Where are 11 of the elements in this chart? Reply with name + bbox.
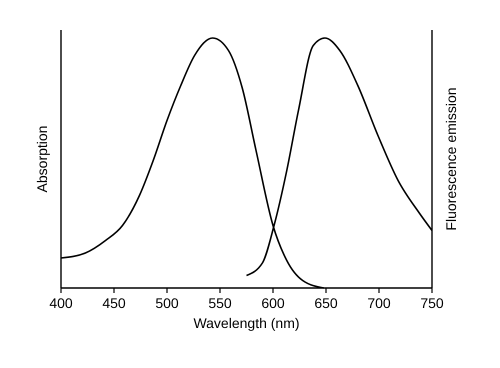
x-tick-label: 700 [367, 295, 391, 311]
x-axis-title: Wavelength (nm) [193, 315, 300, 331]
x-tick-label: 500 [155, 295, 179, 311]
x-tick-label: 750 [420, 295, 444, 311]
x-tick-label: 400 [49, 295, 73, 311]
y-axis-title: Absorption [34, 126, 50, 192]
x-tick-label: 600 [261, 295, 285, 311]
x-tick-label: 550 [208, 295, 232, 311]
x-tick-label: 650 [314, 295, 338, 311]
y2-axis-title: Fluorescence emission [443, 87, 459, 231]
x-tick-label: 450 [102, 295, 126, 311]
